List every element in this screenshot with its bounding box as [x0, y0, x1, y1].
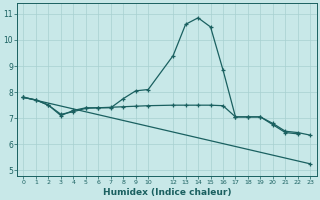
X-axis label: Humidex (Indice chaleur): Humidex (Indice chaleur): [103, 188, 231, 197]
